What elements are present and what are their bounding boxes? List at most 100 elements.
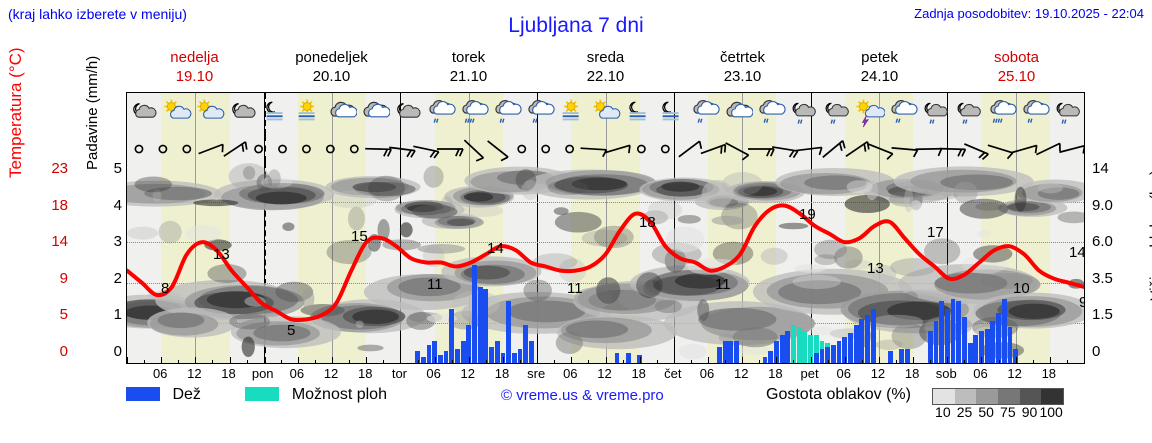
x-tick-mark: [947, 357, 949, 363]
last-updated: Zadnja posodobitev: 19.10.2025 - 22:04: [914, 6, 1144, 21]
cloud-blob: [711, 215, 745, 226]
x-tick-mark: [417, 360, 419, 363]
x-axis-tick: 06: [973, 366, 988, 381]
temperature-annotation: 19: [799, 206, 816, 223]
cloud-blob: [399, 222, 413, 238]
cloud-blob: [904, 187, 914, 213]
night-band: [263, 135, 298, 162]
wind-barb-feather: [741, 154, 750, 161]
cloud-blob: [814, 239, 848, 260]
cloud-blob: [260, 176, 293, 189]
x-tick-mark: [451, 360, 453, 363]
cloud-blob: [959, 198, 1009, 219]
rain-bar: [523, 324, 529, 363]
cloud-blob: [732, 327, 778, 348]
cloud-blob: [743, 186, 778, 196]
temperature-annotation: 11: [567, 280, 583, 297]
night-band: [502, 135, 538, 162]
cloud-blob: [423, 165, 444, 188]
cloud-blob: [794, 264, 826, 273]
wind-calm-symbol: [325, 144, 335, 154]
temperature-tick: 9: [59, 269, 68, 287]
rain-bar: [460, 340, 466, 363]
moon-fog-icon: [657, 97, 687, 131]
wind-barb-shaft: [463, 139, 485, 159]
cloud-blob: [229, 313, 271, 330]
wind-calm-symbol: [349, 144, 359, 154]
x-tick-mark: [639, 357, 641, 363]
cloud-blob: [406, 312, 436, 330]
cloud-density-tick: 90: [1021, 404, 1038, 420]
wind-calm-symbol: [158, 144, 168, 154]
x-tick-mark: [810, 357, 812, 363]
rain-bar: [939, 300, 945, 363]
cloud-blob: [523, 279, 552, 302]
rain-bar: [734, 340, 739, 363]
shower-bar: [791, 324, 796, 363]
day-date: 19.10: [175, 68, 214, 85]
cloud-blob: [808, 326, 835, 336]
x-axis-tick: 12: [187, 366, 202, 381]
temperature-annotation: 15: [351, 228, 368, 245]
cloud-height-axis-label: Višina oblakov (km): [1148, 170, 1152, 301]
cloud-blob: [352, 182, 397, 193]
x-tick-mark: [297, 357, 299, 363]
rain-bar: [830, 344, 836, 363]
moon-cloud-icon: [228, 97, 258, 131]
x-tick-mark: [246, 360, 248, 363]
x-axis-tick: čet: [664, 366, 682, 381]
x-axis-tick: 18: [768, 366, 783, 381]
cloud-height-tick: 0: [1092, 343, 1101, 360]
x-axis-tick-labels: 06 12 18 pon 06 12 18 tor 06 12 18 sre 06 12 18 čet 06 12…: [126, 366, 1085, 384]
day-date: 20.10: [312, 68, 351, 85]
shower-bar: [808, 334, 813, 363]
day-date: 24.10: [860, 68, 899, 85]
temperature-tick: 14: [51, 233, 68, 251]
temperature-annotation: 14: [1069, 244, 1084, 261]
day-separator: [537, 135, 539, 162]
wind-calm-symbol: [636, 144, 646, 154]
x-axis-tick: 12: [870, 366, 886, 381]
moon-rain-icon: [789, 97, 819, 131]
cloud-height-tick-labels: 14 9.0 6.0 3.5 1.5 0: [1092, 160, 1132, 365]
temperature-axis-label: Temperatura (°C): [6, 47, 25, 178]
x-tick-mark: [485, 360, 487, 363]
x-tick-mark: [930, 360, 932, 363]
temperature-annotation: 8: [161, 280, 170, 297]
precipitation-tick: 3: [113, 233, 122, 251]
temperature-annotation: 11: [715, 276, 731, 293]
cloud-density-field: [127, 163, 1084, 362]
rain-bar: [905, 348, 910, 363]
shower-bar: [813, 334, 819, 363]
wind-barb-feather: [241, 143, 245, 152]
rain-bar: [768, 350, 774, 363]
cloud-blob: [865, 180, 879, 201]
wind-barb-feather: [937, 148, 943, 157]
x-tick-mark: [314, 360, 316, 363]
precipitation-tick: 2: [113, 269, 122, 287]
chart-plot-area[interactable]: 8 13 5 15 11 14 11 18 11 19 13 17 10 14 9: [127, 162, 1084, 363]
rain-bar: [717, 346, 722, 363]
cloud-blob: [701, 179, 734, 208]
noon-gridline: [742, 162, 744, 363]
x-tick-mark: [998, 360, 1000, 363]
wind-barb-feather: [455, 148, 460, 157]
wind-barb-shaft: [1011, 144, 1037, 154]
wind-barb-shaft: [939, 147, 966, 151]
rain-bar: [614, 352, 620, 363]
x-tick-mark: [981, 357, 983, 363]
copyright-notice[interactable]: © vreme.us & vreme.pro: [501, 387, 664, 404]
cloud-height-tick: 9.0: [1092, 196, 1113, 214]
wind-barb-feather: [981, 153, 989, 161]
cloud-density-tick: 75: [1000, 404, 1016, 420]
wind-barbs: [134, 139, 1084, 162]
cloud-height-tick: 1.5: [1092, 306, 1113, 324]
cloud-blob: [923, 238, 961, 265]
x-tick-mark: [144, 360, 146, 363]
wind-barb-feather: [818, 147, 823, 156]
day-separator: [400, 162, 402, 363]
wind-barb-shaft: [580, 147, 607, 151]
cloud-density-tick: 100: [1039, 404, 1063, 420]
cloud-blob: [665, 226, 705, 253]
cloud-blob: [398, 277, 461, 297]
